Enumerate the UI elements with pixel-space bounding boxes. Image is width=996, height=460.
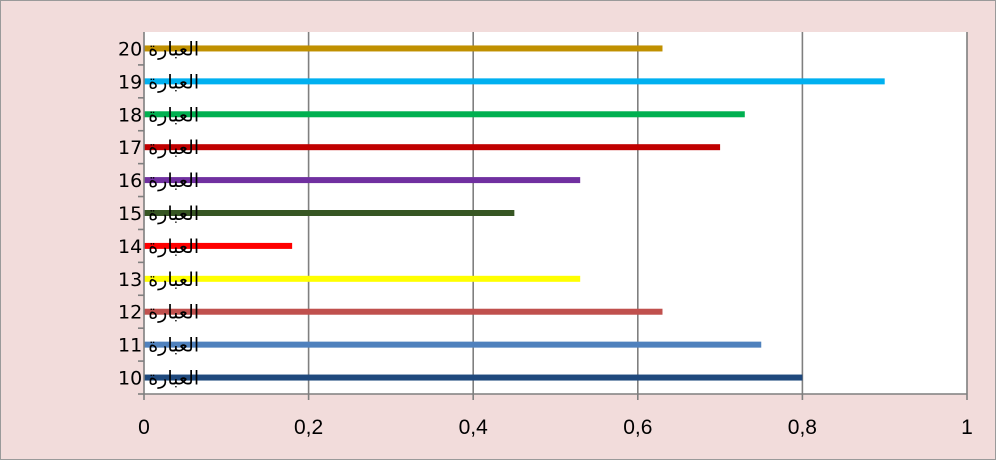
bar bbox=[144, 242, 293, 249]
bar bbox=[144, 45, 663, 52]
category-label: العبارة 10 bbox=[118, 368, 199, 390]
bar bbox=[144, 308, 663, 315]
category-label: العبارة 20 bbox=[118, 38, 199, 60]
bars bbox=[144, 45, 885, 381]
category-label: العبارة 11 bbox=[118, 335, 199, 357]
x-tick-label: 0 bbox=[138, 416, 150, 439]
category-label: العبارة 14 bbox=[118, 236, 199, 258]
bar bbox=[144, 111, 745, 118]
tick-labels: 0 0,2 0,4 0,6 0,8 1 bbox=[138, 416, 973, 439]
bar bbox=[144, 177, 581, 184]
category-label: العبارة 15 bbox=[118, 203, 199, 225]
x-tick-label: 0,4 bbox=[459, 416, 489, 439]
bar bbox=[144, 144, 721, 151]
axes bbox=[138, 32, 968, 400]
x-tick-label: 0,8 bbox=[788, 416, 817, 439]
category-label: العبارة 12 bbox=[118, 302, 199, 324]
x-tick-label: 0,2 bbox=[294, 416, 323, 439]
category-label: العبارة 16 bbox=[118, 170, 199, 192]
category-label: العبارة 13 bbox=[118, 269, 199, 291]
bar bbox=[144, 275, 581, 282]
category-label: العبارة 18 bbox=[118, 104, 199, 126]
bar bbox=[144, 78, 885, 85]
x-tick-label: 1 bbox=[961, 416, 973, 439]
category-label: العبارة 19 bbox=[118, 71, 199, 93]
bar bbox=[144, 341, 762, 348]
category-labels: العبارة 10 العبارة 11 العبارة 12 العبارة 13… bbox=[118, 38, 199, 389]
category-label: العبارة 17 bbox=[118, 137, 199, 159]
bar bbox=[144, 374, 803, 381]
x-tick-label: 0,6 bbox=[623, 416, 652, 439]
bar bbox=[144, 210, 515, 216]
